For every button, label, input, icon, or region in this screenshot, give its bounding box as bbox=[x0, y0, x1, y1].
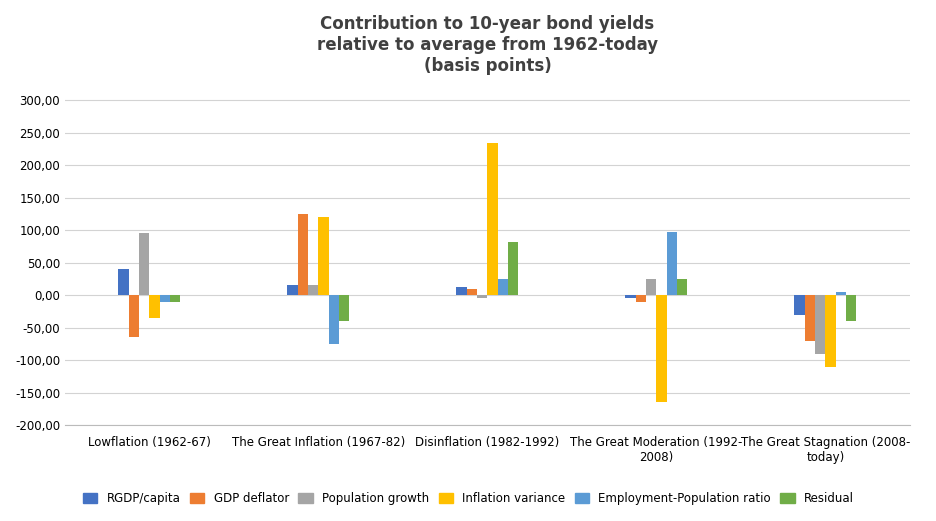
Bar bbox=[666, 232, 677, 295]
Bar bbox=[160, 295, 170, 302]
Legend: RGDP/capita, GDP deflator, Population growth, Inflation variance, Employment-Pop: RGDP/capita, GDP deflator, Population gr… bbox=[79, 488, 857, 510]
Bar bbox=[845, 295, 856, 321]
Bar bbox=[170, 295, 181, 302]
Bar bbox=[318, 217, 329, 295]
Bar bbox=[794, 295, 804, 315]
Bar bbox=[646, 279, 656, 295]
Bar bbox=[507, 242, 518, 295]
Bar bbox=[814, 295, 825, 354]
Bar bbox=[625, 295, 636, 299]
Bar bbox=[835, 292, 845, 295]
Bar bbox=[456, 288, 466, 295]
Bar bbox=[139, 233, 150, 295]
Bar bbox=[308, 286, 318, 295]
Bar bbox=[497, 279, 507, 295]
Bar bbox=[825, 295, 835, 367]
Bar bbox=[150, 295, 160, 318]
Bar bbox=[487, 143, 497, 295]
Bar bbox=[677, 279, 687, 295]
Bar bbox=[656, 295, 666, 402]
Bar bbox=[128, 295, 139, 338]
Bar bbox=[298, 214, 308, 295]
Bar bbox=[476, 295, 487, 299]
Bar bbox=[804, 295, 814, 341]
Bar bbox=[118, 269, 128, 295]
Bar bbox=[287, 286, 298, 295]
Title: Contribution to 10-year bond yields
relative to average from 1962-today
(basis p: Contribution to 10-year bond yields rela… bbox=[316, 15, 657, 75]
Bar bbox=[339, 295, 349, 321]
Bar bbox=[636, 295, 646, 302]
Bar bbox=[329, 295, 339, 344]
Bar bbox=[466, 289, 476, 295]
